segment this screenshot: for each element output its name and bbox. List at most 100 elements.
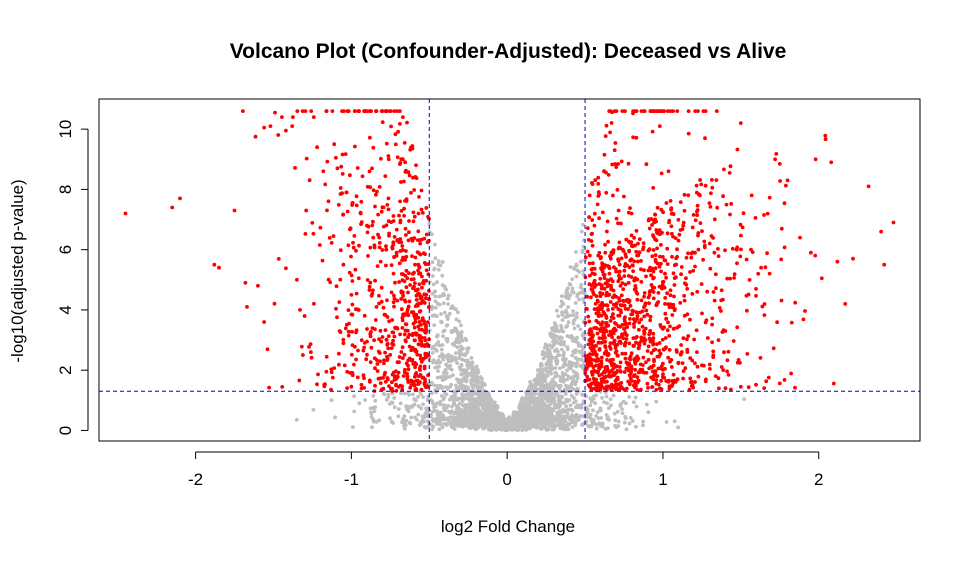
- significant-point: [341, 212, 346, 217]
- significant-point: [622, 274, 627, 278]
- significant-point: [586, 314, 591, 319]
- significant-point: [650, 223, 654, 227]
- significant-point: [391, 271, 396, 276]
- significant-point: [629, 275, 634, 279]
- point: [578, 285, 583, 290]
- point: [518, 423, 523, 427]
- significant-point: [650, 385, 654, 389]
- significant-point: [407, 299, 412, 304]
- significant-point: [585, 294, 590, 299]
- significant-point: [639, 387, 643, 392]
- significant-point: [667, 348, 672, 352]
- point: [562, 342, 566, 347]
- point: [388, 416, 392, 421]
- point: [575, 361, 580, 365]
- point: [480, 385, 485, 389]
- significant-point: [866, 184, 871, 189]
- point: [563, 361, 567, 366]
- significant-point: [596, 320, 601, 325]
- significant-point: [407, 356, 412, 361]
- significant-point: [422, 336, 427, 340]
- point: [435, 375, 440, 380]
- significant-point: [424, 325, 428, 330]
- significant-point: [380, 248, 385, 252]
- point: [557, 353, 562, 358]
- significant-point: [417, 282, 422, 287]
- point: [437, 364, 441, 369]
- point: [444, 354, 448, 359]
- significant-point: [648, 109, 653, 113]
- significant-point: [416, 342, 421, 347]
- significant-point: [691, 268, 696, 273]
- point: [409, 415, 414, 420]
- point: [564, 383, 568, 388]
- significant-point: [767, 271, 772, 276]
- significant-point: [617, 313, 622, 318]
- point: [424, 426, 428, 430]
- point: [565, 347, 570, 352]
- point: [446, 359, 451, 364]
- significant-point: [678, 301, 683, 305]
- significant-point: [632, 325, 636, 329]
- significant-point: [693, 380, 697, 384]
- significant-point: [608, 130, 612, 135]
- significant-point: [397, 355, 402, 359]
- point: [433, 256, 438, 260]
- significant-point: [719, 365, 724, 369]
- x-tick-label: 2: [814, 470, 823, 489]
- significant-point: [722, 350, 726, 355]
- significant-point: [416, 211, 421, 216]
- significant-point: [348, 226, 353, 231]
- significant-point: [178, 196, 182, 201]
- point: [550, 328, 555, 333]
- point: [452, 419, 456, 424]
- significant-point: [397, 213, 401, 218]
- significant-point: [712, 298, 717, 303]
- point: [442, 328, 447, 333]
- significant-point: [589, 232, 594, 237]
- significant-point: [383, 174, 388, 179]
- point: [435, 280, 439, 285]
- point: [551, 397, 556, 402]
- point: [474, 364, 479, 369]
- significant-point: [386, 154, 391, 158]
- point: [447, 354, 452, 359]
- significant-point: [708, 204, 713, 209]
- significant-point: [608, 341, 613, 346]
- significant-point: [323, 382, 327, 387]
- significant-point: [398, 199, 402, 204]
- significant-point: [378, 381, 383, 385]
- point: [558, 379, 563, 383]
- significant-point: [637, 237, 642, 242]
- significant-point: [380, 335, 385, 339]
- significant-point: [643, 301, 648, 306]
- significant-point: [412, 313, 417, 318]
- point: [574, 337, 579, 341]
- point: [573, 399, 578, 404]
- significant-point: [713, 272, 718, 277]
- significant-point: [716, 338, 721, 342]
- significant-point: [719, 288, 724, 293]
- significant-point: [606, 278, 611, 283]
- point: [462, 423, 467, 428]
- significant-point: [232, 208, 237, 213]
- significant-point: [746, 385, 751, 390]
- significant-point: [619, 341, 623, 345]
- point: [571, 378, 576, 382]
- significant-point: [346, 243, 351, 248]
- significant-point: [330, 375, 335, 380]
- significant-point: [725, 358, 730, 363]
- point: [531, 423, 536, 427]
- threshold-lines: [99, 99, 920, 441]
- significant-point: [587, 383, 592, 388]
- significant-point: [663, 258, 668, 263]
- point: [440, 273, 445, 278]
- significant-point: [417, 195, 421, 199]
- significant-point: [334, 284, 339, 289]
- significant-point: [723, 329, 728, 333]
- point: [568, 313, 573, 318]
- point: [481, 426, 485, 431]
- significant-point: [655, 230, 659, 235]
- significant-point: [403, 367, 407, 372]
- significant-point: [660, 326, 665, 331]
